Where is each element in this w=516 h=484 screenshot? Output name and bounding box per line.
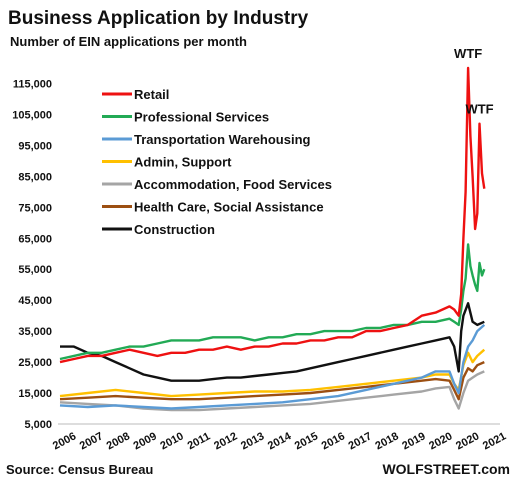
x-tick-label: 2010 <box>158 430 185 452</box>
legend-label: Professional Services <box>134 110 269 125</box>
series-line-professional-services <box>59 243 486 361</box>
y-tick-label: 85,000 <box>18 171 52 183</box>
legend-label: Transportation Warehousing <box>134 132 311 147</box>
x-tick-label: 2009 <box>132 430 159 452</box>
x-axis: 2006 2007 2008 2009 2010 2011 2012 2013 2014 2015… <box>51 430 508 452</box>
y-axis: 115,000 105,000 95,000 85,000 75,000 65,000 55… <box>12 78 52 431</box>
brand-label: WOLFSTREET.com <box>382 461 510 477</box>
series-line-health-care-social-assistance <box>59 361 485 401</box>
legend-item: Professional Services <box>102 110 269 125</box>
x-tick-label: 2015 <box>293 430 320 452</box>
annotation-label: WTF <box>465 102 493 117</box>
legend-label: Health Care, Social Assistance <box>134 200 324 215</box>
source-note: Source: Census Bureau <box>6 462 153 477</box>
y-tick-label: 5,000 <box>24 419 52 431</box>
chart-title: Business Application by Industry <box>8 8 309 29</box>
legend-label: Retail <box>134 87 169 102</box>
legend-item: Accommodation, Food Services <box>102 177 332 192</box>
series-line-retail <box>59 66 486 364</box>
legend: Retail Professional Services Transportatio… <box>102 87 332 237</box>
x-tick-label: 2018 <box>373 430 400 452</box>
plot-area <box>59 66 486 412</box>
legend-label: Accommodation, Food Services <box>134 177 332 192</box>
series-line-accommodation-food-services <box>59 370 485 412</box>
x-tick-label: 2013 <box>239 430 266 452</box>
series-line-construction <box>60 302 485 382</box>
x-tick-label: 2008 <box>105 430 132 452</box>
y-tick-label: 75,000 <box>18 202 52 214</box>
annotation-label: WTF <box>454 46 482 61</box>
x-tick-label: 2016 <box>320 430 347 452</box>
legend-item: Health Care, Social Assistance <box>102 200 324 215</box>
legend-item: Transportation Warehousing <box>102 132 311 147</box>
x-tick-label: 2021 <box>481 430 508 452</box>
y-tick-label: 45,000 <box>18 295 52 307</box>
x-tick-label: 2019 <box>400 430 427 452</box>
y-tick-label: 65,000 <box>18 233 52 245</box>
legend-label: Construction <box>134 222 215 237</box>
y-tick-label: 35,000 <box>18 326 52 338</box>
x-tick-label: 2014 <box>266 430 294 452</box>
x-tick-label: 2020 <box>454 430 481 452</box>
legend-label: Admin, Support <box>134 155 232 170</box>
y-tick-label: 95,000 <box>18 140 52 152</box>
y-tick-label: 105,000 <box>12 109 52 121</box>
x-tick-label: 2011 <box>186 430 213 452</box>
legend-item: Construction <box>102 222 215 237</box>
y-tick-label: 115,000 <box>13 78 52 90</box>
x-tick-label: 2006 <box>51 430 78 452</box>
chart-subtitle: Number of EIN applications per month <box>10 34 247 49</box>
x-tick-label: 2007 <box>78 430 105 452</box>
y-tick-label: 25,000 <box>18 357 52 369</box>
series-line-transportation-warehousing <box>59 324 486 410</box>
legend-item: Admin, Support <box>102 155 232 170</box>
annotations: WTF WTF <box>454 46 494 117</box>
y-tick-label: 55,000 <box>18 264 52 276</box>
x-tick-label: 2017 <box>347 430 374 452</box>
x-tick-label: 2012 <box>212 430 239 452</box>
legend-item: Retail <box>102 87 169 102</box>
y-tick-label: 15,000 <box>18 388 52 400</box>
x-tick-label: 2020 <box>427 430 454 452</box>
